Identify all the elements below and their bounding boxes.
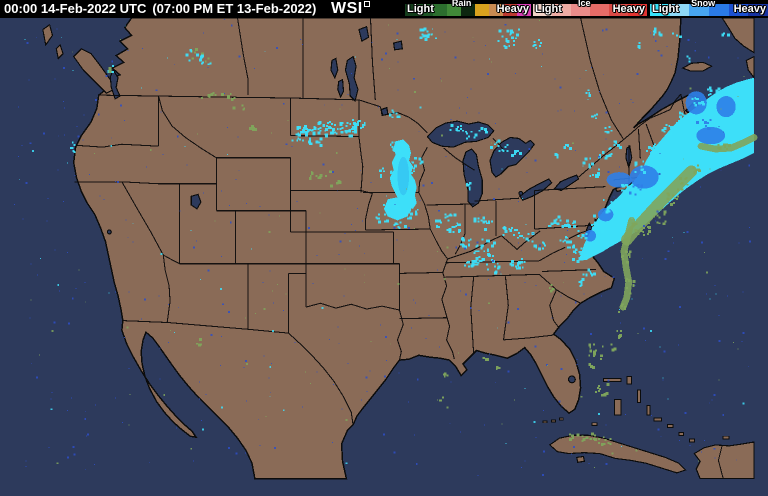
legend-snow-segment <box>669 4 690 16</box>
legend-ice-bar <box>533 4 647 16</box>
province-border <box>236 18 249 96</box>
province-border <box>369 18 376 100</box>
rain-band-new-england <box>621 165 698 246</box>
lake-winnipegosis <box>330 57 339 80</box>
legend-rain-segment <box>489 4 503 16</box>
timestamp-local: (07:00 PM ET 13-Feb-2022) <box>152 1 317 16</box>
cuba <box>548 434 687 474</box>
legend-rain-light-label: Light <box>407 3 434 15</box>
rain-band-nova-scotia <box>697 134 758 153</box>
north-america-landmass <box>42 18 755 480</box>
legend-rain-segment <box>461 4 475 16</box>
isle-of-youth <box>576 455 586 463</box>
header-bar: 00:00 14-Feb-2022 UTC (07:00 PM ET 13-Feb… <box>0 0 768 18</box>
legend-snow-segment <box>748 4 768 16</box>
legend-snow-segment <box>650 4 670 16</box>
legend-snow-segment <box>689 4 710 16</box>
legend-snow-light-label: Light <box>652 3 679 15</box>
legend-group-snow: Snow Light Heavy <box>650 0 768 18</box>
legend-ice-heavy-label: Heavy <box>612 3 645 15</box>
legend-snow-segment <box>709 4 729 16</box>
legend-ice-segment <box>628 4 647 16</box>
legend-group-ice: Ice Light Heavy <box>533 0 647 18</box>
lake-winnipeg <box>344 55 359 103</box>
legend-ice-segment <box>590 4 609 16</box>
lake-erie <box>519 178 553 201</box>
wsi-logo: WSI <box>331 0 370 18</box>
legend-rain-segment <box>517 4 531 16</box>
legend-snow-bar <box>650 4 768 16</box>
timestamp: 00:00 14-Feb-2022 UTC (07:00 PM ET 13-Feb… <box>4 1 322 16</box>
snow-core-midwest <box>397 156 410 196</box>
legend-rain-segment <box>419 4 433 16</box>
us-mexico-border <box>122 320 289 334</box>
haida-gwaii <box>42 23 54 47</box>
northern-lake-2 <box>392 40 403 51</box>
legend-snow-segment <box>728 4 749 16</box>
hispaniola <box>693 441 755 480</box>
legend-rain-segment <box>433 4 447 16</box>
legend-rain-bar <box>405 4 531 16</box>
coastal-island <box>55 43 64 60</box>
legend-ice-title: Ice <box>578 0 591 8</box>
precipitation-overlay <box>13 18 758 476</box>
lake-okeechobee <box>567 375 576 384</box>
legend-ice-segment <box>552 4 571 16</box>
legend-ice-segment <box>571 4 590 16</box>
legend-rain-title: Rain <box>451 0 472 8</box>
legend-rain-segment <box>503 4 517 16</box>
lake-ontario <box>553 174 580 192</box>
legend-rain-segment <box>405 4 419 16</box>
legend-rain-segment <box>475 4 489 16</box>
rain-band-mid-atlantic <box>619 217 636 311</box>
northern-lake <box>358 25 370 43</box>
legend-rain-segment <box>447 4 461 16</box>
lake-manitoba <box>337 78 345 99</box>
state-borders <box>74 18 724 479</box>
registered-mark-icon <box>363 1 370 7</box>
lake-superior <box>426 120 495 148</box>
haiti-dr-border <box>717 444 724 479</box>
lake-st-clair <box>518 190 524 196</box>
rio-grande-border <box>288 332 354 426</box>
anticosti-island <box>681 61 713 72</box>
puget-sound <box>109 68 121 100</box>
legend-ice-segment <box>609 4 628 16</box>
legend-snow-title: Snow <box>691 0 716 8</box>
great-salt-lake <box>190 193 202 210</box>
san-francisco-bay <box>106 229 112 235</box>
radar-map <box>13 18 758 480</box>
lake-michigan <box>462 148 483 208</box>
noise-speckles <box>13 18 752 476</box>
bahamas-islands <box>542 376 730 443</box>
legend-group-rain: Rain Light Heavy <box>405 0 531 18</box>
legend-ice-light-label: Light <box>535 3 562 15</box>
legend-ice-segment <box>533 4 552 16</box>
legend-rain-heavy-label: Heavy <box>496 3 529 15</box>
snow-band-northeast <box>578 77 755 261</box>
legend-snow-heavy-label: Heavy <box>733 3 766 15</box>
timestamp-utc: 00:00 14-Feb-2022 UTC <box>4 1 147 16</box>
labrador-corner <box>721 18 755 54</box>
rain-bands-offshore <box>619 134 758 311</box>
precip-speckle-clusters <box>69 27 731 446</box>
